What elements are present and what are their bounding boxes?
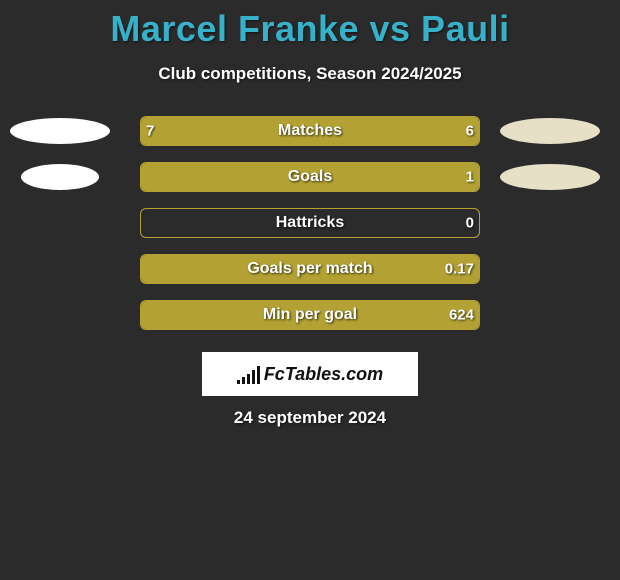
stat-row: 624Min per goal [0, 300, 620, 330]
stat-left-value: 7 [146, 123, 154, 140]
logo-text: FcTables.com [264, 364, 383, 385]
right-ellipse-icon [500, 164, 600, 190]
logo-bar-icon [242, 377, 245, 384]
left-ellipse-icon [21, 164, 99, 190]
stat-right-value: 6 [466, 123, 474, 140]
right-ellipse-icon [500, 118, 600, 144]
logo-bar-icon [257, 366, 260, 384]
bar-frame [140, 116, 480, 146]
stat-row: 76Matches [0, 116, 620, 146]
left-ellipse-icon [10, 118, 110, 144]
bar-frame [140, 162, 480, 192]
date-label: 24 september 2024 [0, 408, 620, 428]
logo-bars-icon [237, 364, 260, 384]
bar-full-fill [141, 301, 479, 329]
stat-right-value: 0.17 [445, 261, 474, 278]
stat-row: 0Hattricks [0, 208, 620, 238]
comparison-chart: 76Matches1Goals0Hattricks0.17Goals per m… [0, 116, 620, 330]
bar-frame [140, 300, 480, 330]
logo-box: FcTables.com [202, 352, 418, 396]
bar-right-fill [324, 117, 479, 145]
bar-full-fill [141, 163, 479, 191]
stat-right-value: 0 [466, 215, 474, 232]
logo: FcTables.com [237, 364, 383, 385]
stat-right-value: 1 [466, 169, 474, 186]
bar-frame [140, 254, 480, 284]
bar-full-fill [141, 255, 479, 283]
stat-row: 0.17Goals per match [0, 254, 620, 284]
bar-left-fill [141, 117, 324, 145]
stat-right-value: 624 [449, 307, 474, 324]
subtitle: Club competitions, Season 2024/2025 [0, 64, 620, 84]
stat-row: 1Goals [0, 162, 620, 192]
bar-frame [140, 208, 480, 238]
logo-bar-icon [237, 380, 240, 384]
logo-bar-icon [252, 370, 255, 384]
logo-bar-icon [247, 374, 250, 384]
page-title: Marcel Franke vs Pauli [0, 0, 620, 50]
